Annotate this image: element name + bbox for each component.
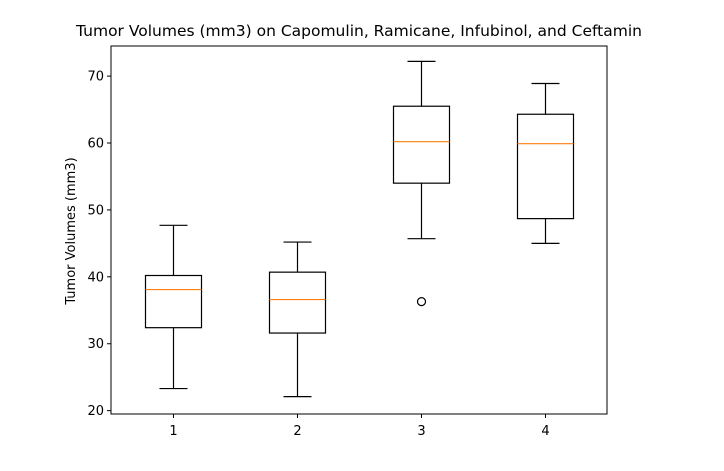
y-tick-label: 40 <box>87 270 104 285</box>
x-tick-label: 3 <box>417 424 425 439</box>
box <box>392 105 451 184</box>
box <box>516 113 575 220</box>
box-group-2 <box>268 241 327 398</box>
box-group-1 <box>144 224 203 390</box>
y-tick-label: 70 <box>87 70 104 85</box>
y-tick-label: 60 <box>87 137 104 152</box>
y-tick-label: 50 <box>87 203 104 218</box>
y-axis-label: Tumor Volumes (mm3) <box>64 157 79 305</box>
x-tick-label: 2 <box>293 424 301 439</box>
box <box>268 271 327 334</box>
plot-frame <box>110 45 608 415</box>
y-tick-label: 20 <box>87 404 104 419</box>
ticks-layer: 20 30 40 50 60 70 1 2 3 4 <box>87 70 549 439</box>
x-tick-label: 1 <box>169 424 177 439</box>
box <box>144 274 203 329</box>
boxes-layer <box>144 60 575 398</box>
box-group-4 <box>516 82 575 244</box>
box-group-3 <box>392 60 451 307</box>
x-tick-label: 4 <box>541 424 549 439</box>
outlier-point <box>416 296 427 307</box>
chart-title: Tumor Volumes (mm3) on Capomulin, Ramica… <box>75 22 642 40</box>
y-tick-label: 30 <box>87 337 104 352</box>
